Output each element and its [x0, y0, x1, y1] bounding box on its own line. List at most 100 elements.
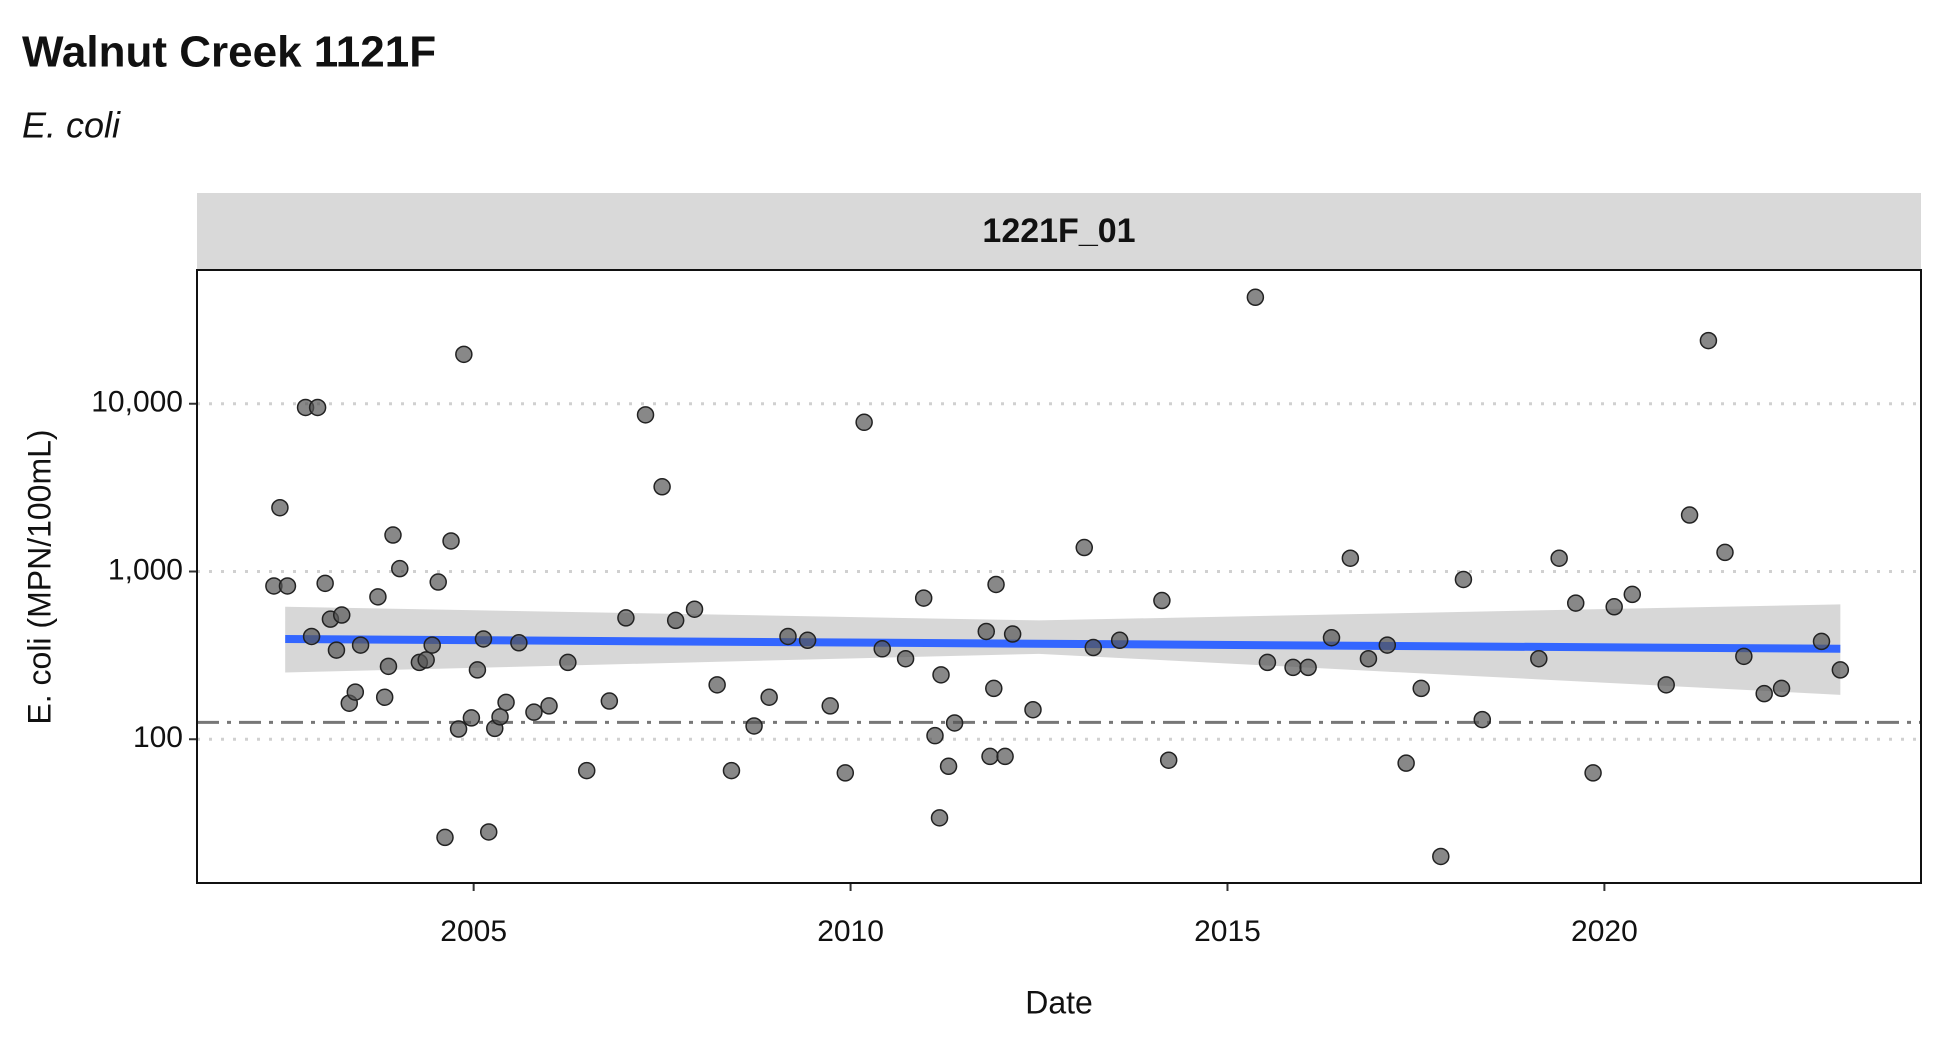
data-point: [1284, 658, 1302, 677]
data-point: [346, 683, 365, 701]
data-point: [1159, 751, 1178, 769]
data-point: [798, 631, 817, 650]
y-tick-label: 10,000: [91, 386, 183, 419]
data-point: [379, 657, 398, 676]
data-point: [271, 498, 289, 517]
data-point: [666, 611, 685, 630]
data-point: [1299, 658, 1317, 677]
data-point: [375, 688, 394, 706]
data-point: [1812, 632, 1831, 651]
data-point: [1550, 549, 1568, 567]
data-point: [462, 709, 481, 727]
data-point: [914, 589, 933, 607]
data-point: [617, 609, 635, 627]
data-point: [1075, 538, 1094, 557]
data-point: [636, 406, 655, 424]
x-tick-label: 2015: [1194, 915, 1261, 948]
data-point: [559, 653, 577, 672]
data-point: [491, 708, 509, 726]
data-point: [302, 627, 321, 646]
data-point: [391, 559, 409, 578]
data-point: [479, 823, 498, 841]
data-point: [436, 828, 454, 847]
data-point: [1024, 700, 1042, 719]
data-point: [722, 761, 741, 780]
data-point: [1530, 649, 1548, 668]
data-point: [873, 640, 891, 658]
data-point: [278, 577, 297, 595]
data-point: [442, 532, 460, 550]
data-point: [1473, 710, 1492, 729]
y-tick-label: 100: [133, 721, 183, 754]
x-axis-label: Date: [1025, 984, 1093, 1020]
data-point: [384, 526, 402, 544]
data-point: [1623, 585, 1642, 604]
x-tick-label: 2020: [1571, 915, 1638, 948]
data-point: [1831, 661, 1850, 679]
data-point: [332, 606, 351, 624]
data-point: [510, 634, 528, 652]
data-point: [653, 478, 671, 496]
data-point: [926, 726, 944, 745]
data-point: [985, 679, 1003, 698]
data-point: [1412, 679, 1430, 698]
x-tick-label: 2010: [817, 915, 884, 948]
data-point: [987, 575, 1005, 594]
data-point: [779, 627, 797, 646]
data-point: [1735, 647, 1753, 666]
data-point: [525, 703, 543, 721]
data-point: [429, 573, 447, 591]
data-point: [540, 697, 558, 715]
data-point: [474, 630, 493, 648]
data-point: [316, 574, 334, 593]
data-point: [821, 697, 839, 715]
facet-strip: [197, 193, 1921, 270]
chart-subtitle: E. coli: [22, 105, 121, 146]
data-point: [932, 666, 950, 684]
data-point: [1772, 679, 1791, 698]
chart-title: Walnut Creek 1121F: [22, 28, 436, 77]
data-point: [760, 688, 778, 706]
data-point: [1657, 676, 1675, 694]
data-point: [327, 641, 346, 659]
data-point: [1605, 598, 1623, 616]
data-point: [308, 398, 327, 417]
data-point: [1432, 847, 1450, 866]
data-point: [896, 649, 915, 668]
y-tick-label: 1,000: [108, 553, 183, 586]
data-point: [1246, 288, 1265, 307]
data-point: [977, 622, 996, 641]
data-point: [417, 651, 435, 669]
x-tick-label: 2005: [440, 915, 507, 948]
data-point: [1680, 506, 1699, 524]
data-point: [468, 661, 487, 679]
data-point: [708, 676, 726, 694]
data-point: [1699, 331, 1718, 350]
data-point: [351, 636, 370, 654]
data-point: [1755, 684, 1773, 703]
data-point: [939, 757, 958, 776]
data-point: [1341, 549, 1360, 567]
data-point: [1258, 653, 1277, 672]
data-point: [1322, 628, 1341, 647]
facet-label: 1221F_01: [982, 212, 1135, 250]
data-point: [1454, 570, 1473, 589]
data-point: [1378, 636, 1397, 654]
data-point: [600, 692, 619, 710]
data-point: [745, 717, 763, 735]
data-point: [1110, 631, 1129, 650]
trend-line: [285, 634, 1841, 653]
panel-border: [196, 269, 1922, 884]
data-point: [855, 413, 873, 432]
data-point: [1003, 625, 1022, 643]
data-point: [685, 600, 704, 618]
data-point: [1153, 591, 1171, 610]
data-point: [455, 345, 473, 364]
data-point: [1397, 754, 1415, 772]
data-point: [996, 747, 1014, 766]
data-point: [449, 720, 468, 738]
data-point: [577, 761, 596, 780]
data-point: [369, 588, 387, 606]
data-point: [1566, 594, 1585, 612]
